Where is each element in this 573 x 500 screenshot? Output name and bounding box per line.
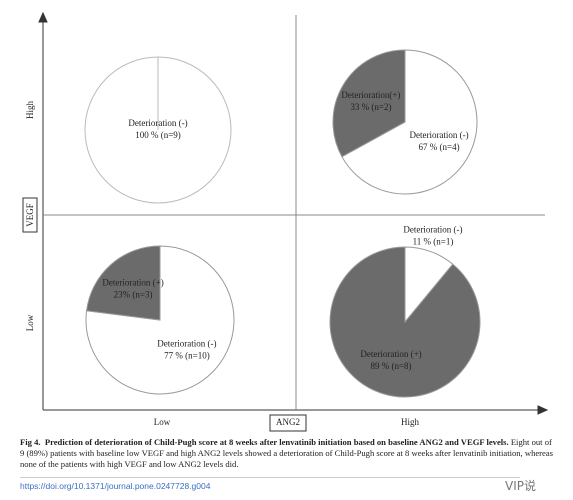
x-low: Low: [154, 417, 171, 427]
pie-slice: [332, 49, 406, 158]
slice-label: Deterioration (+): [102, 278, 163, 288]
figure: High Low VEGF Low ANG2 High Deterioratio…: [22, 11, 549, 432]
rule: [20, 477, 520, 478]
arrow: [537, 405, 549, 415]
x-high: High: [401, 417, 420, 427]
y-axis-label: VEGF: [25, 203, 35, 227]
slice-label: Deterioration (-): [157, 339, 216, 349]
pie-slice: [329, 246, 481, 398]
value-label: 100 % (n=9): [135, 130, 181, 140]
label-box: [269, 414, 307, 432]
pie-slice: [86, 245, 161, 321]
pie-slice: [341, 49, 478, 195]
y-high: High: [25, 101, 35, 120]
caption: Fig 4. Prediction of deterioration of Ch…: [20, 437, 555, 470]
value-label: 11 % (n=1): [413, 236, 454, 246]
slice-label: Deterioration (-): [409, 130, 468, 140]
watermark: VIP说: [505, 479, 536, 493]
slice-label: Deterioration (+): [360, 349, 421, 359]
axes: [22, 11, 549, 432]
slice-label: Deterioration (-): [403, 224, 462, 234]
slice-label: Deterioration(+): [341, 90, 400, 100]
x-axis-label: ANG2: [276, 417, 300, 427]
value-label: 89 % (n=8): [370, 361, 411, 371]
value-label: 67 % (n=4): [419, 142, 460, 152]
value-label: 33 % (n=2): [350, 102, 391, 112]
caption-title: Prediction of deterioration of Child-Pug…: [44, 437, 509, 447]
arrow: [38, 11, 48, 23]
value-label: 23% (n=3): [114, 290, 153, 300]
y-low: Low: [25, 314, 35, 331]
caption-text: Eight out of 9 (89%) patients with basel…: [20, 437, 554, 469]
value-label: 77 % (n=10): [164, 351, 210, 361]
caption-label: Fig 4.: [20, 437, 41, 447]
doi-link[interactable]: https://doi.org/10.1371/journal.pone.024…: [20, 481, 211, 491]
label-box: [22, 197, 38, 233]
slice-label: Deterioration (-): [128, 118, 187, 128]
